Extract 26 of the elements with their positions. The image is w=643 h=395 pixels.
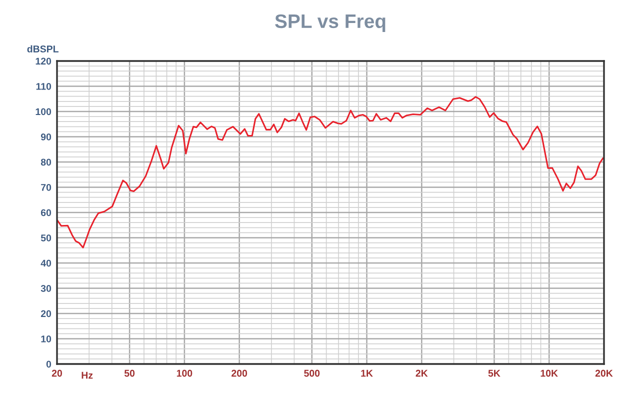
x-tick-label: 10K [540, 370, 558, 377]
y-tick-label: 50 [40, 234, 52, 242]
y-tick-label: 20 [40, 310, 52, 318]
y-tick-label: 40 [40, 260, 52, 267]
x-tick-label: 50 [124, 370, 135, 377]
y-tick-label: 110 [36, 82, 52, 90]
x-tick-label: 20 [52, 370, 62, 377]
x-axis-title: Hz [82, 372, 93, 379]
y-tick-label: 60 [40, 209, 52, 216]
x-tick-label: 2K [416, 370, 428, 377]
y-tick-label: 90 [40, 133, 52, 140]
chart-title: SPL vs Freq [275, 14, 386, 32]
x-tick-label: 20K [595, 370, 613, 377]
x-tick-label: 1K [361, 370, 373, 377]
x-tick-label: 100 [176, 370, 192, 377]
y-tick-label: 0 [46, 360, 52, 368]
x-tick-label: 500 [304, 370, 320, 377]
y-tick-label: 100 [36, 108, 52, 116]
y-tick-label: 70 [41, 184, 52, 191]
y-axis-title: dBSPL [27, 45, 58, 52]
x-tick-label: 200 [232, 370, 248, 377]
y-tick-label: 10 [41, 335, 52, 342]
y-tick-label: 30 [40, 284, 52, 292]
x-tick-label: 5K [488, 370, 500, 377]
y-tick-label: 120 [36, 58, 52, 65]
y-tick-label: 80 [40, 158, 52, 166]
